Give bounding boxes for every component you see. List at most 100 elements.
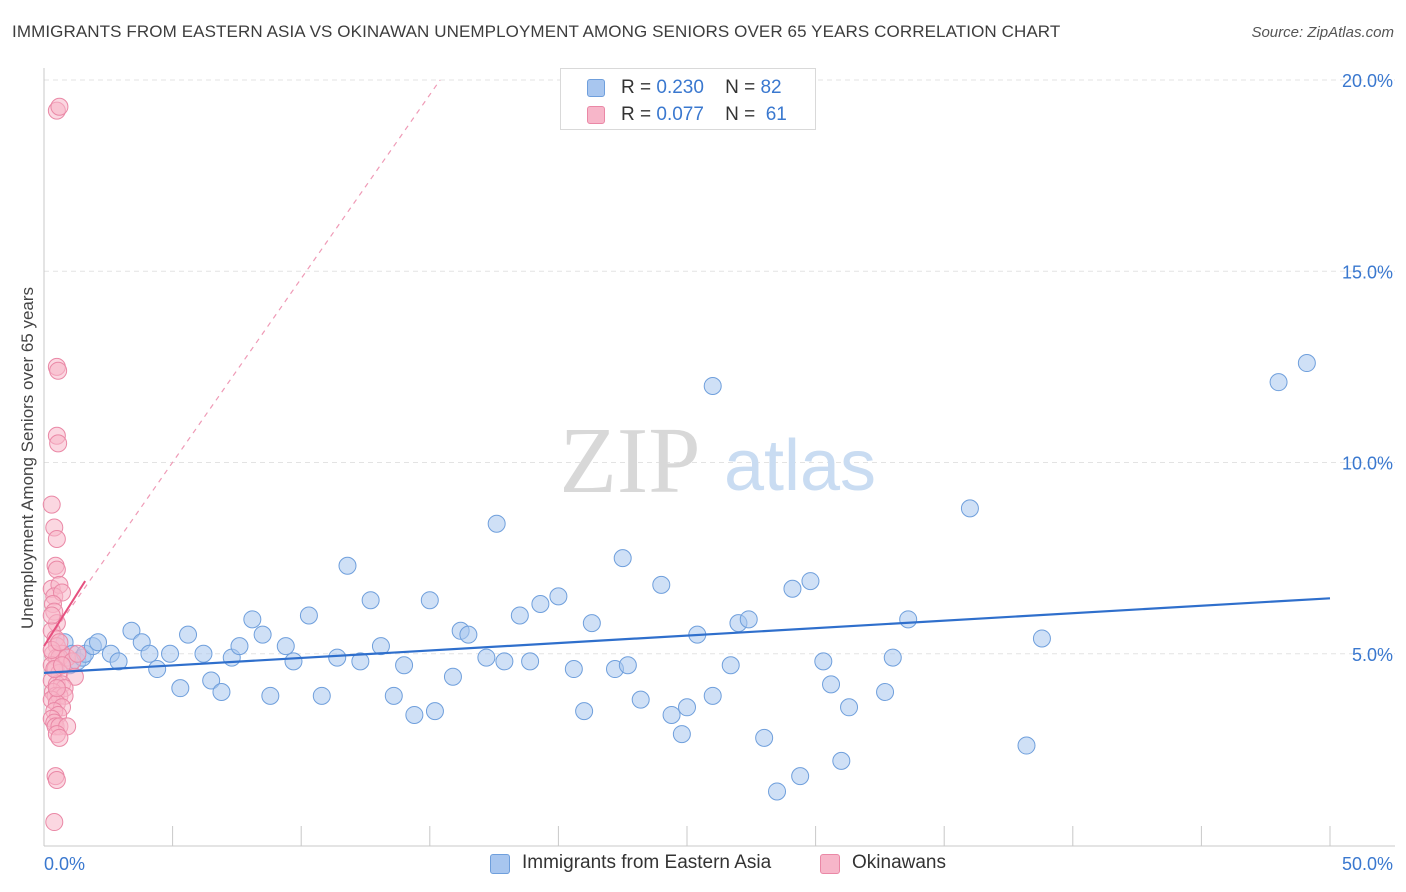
point-immigrants — [351, 652, 370, 671]
point-immigrants — [495, 652, 514, 671]
point-okinawans — [49, 434, 68, 453]
legend-n-value: 82 — [760, 77, 782, 98]
point-immigrants — [425, 702, 444, 721]
legend-r-label: R = — [621, 104, 652, 125]
trend-line-immigrants — [43, 597, 1331, 674]
point-immigrants — [477, 648, 496, 667]
point-immigrants — [678, 698, 696, 717]
point-immigrants — [243, 610, 262, 629]
point-immigrants — [284, 652, 303, 671]
point-immigrants — [768, 782, 787, 801]
point-immigrants — [721, 656, 740, 675]
trend-projection-okinawans — [43, 79, 441, 647]
y-tick-label: 15.0% — [1342, 262, 1393, 282]
source-label[interactable]: Source: ZipAtlas.com — [1251, 24, 1394, 41]
series-okinawans — [42, 97, 87, 832]
point-immigrants — [161, 644, 180, 663]
point-immigrants — [564, 660, 583, 679]
point-immigrants — [122, 621, 141, 640]
point-immigrants — [531, 595, 550, 614]
point-okinawans — [50, 633, 69, 652]
point-immigrants — [899, 610, 918, 629]
point-immigrants — [420, 591, 439, 610]
point-immigrants — [801, 572, 820, 591]
point-immigrants — [261, 686, 280, 705]
point-immigrants — [631, 690, 650, 709]
point-immigrants — [618, 656, 637, 675]
point-immigrants — [1297, 354, 1316, 373]
point-okinawans — [53, 656, 72, 675]
watermark-zip: ZIP — [560, 409, 701, 513]
point-immigrants — [299, 606, 318, 625]
legend-n-label: N = — [725, 104, 756, 125]
point-immigrants — [371, 637, 390, 656]
point-immigrants — [459, 625, 478, 644]
point-okinawans — [47, 770, 66, 789]
watermark: ZIP atlas — [560, 409, 877, 513]
point-immigrants — [1032, 629, 1051, 648]
point-okinawans — [50, 728, 69, 747]
y-tick-label: 5.0% — [1352, 645, 1393, 665]
x-tick-label: 0.0% — [44, 854, 85, 874]
point-immigrants — [395, 656, 414, 675]
legend-n-label: N = — [725, 77, 756, 98]
point-immigrants — [791, 767, 810, 786]
legend-r-value: 0.077 — [656, 104, 704, 125]
point-immigrants — [582, 614, 601, 633]
legend-r-label: R = — [621, 77, 652, 98]
point-okinawans — [42, 606, 61, 625]
point-immigrants — [443, 667, 462, 686]
point-immigrants — [179, 625, 198, 644]
point-okinawans — [47, 530, 66, 548]
point-immigrants — [652, 575, 671, 594]
point-immigrants — [487, 514, 506, 533]
correlation-legend: R = 0.230 N = 82 R = 0.077 N = 61 — [560, 68, 816, 130]
legend-label-immigrants: Immigrants from Eastern Asia — [522, 852, 772, 873]
axes — [43, 68, 1395, 847]
point-immigrants — [312, 686, 331, 705]
legend-swatch-pink — [820, 854, 840, 874]
trend-line-okinawans — [43, 580, 86, 647]
point-immigrants — [405, 705, 424, 724]
watermark-atlas: atlas — [724, 426, 876, 506]
point-immigrants — [148, 660, 167, 679]
point-immigrants — [814, 652, 833, 671]
point-immigrants — [1017, 736, 1036, 755]
point-immigrants — [703, 377, 722, 395]
legend-label-okinawans: Okinawans — [852, 852, 946, 873]
legend-stat-immigrants: R = 0.230 N = 82 — [621, 77, 782, 99]
point-immigrants — [253, 625, 272, 644]
legend-swatch-pink — [587, 106, 605, 124]
point-immigrants — [202, 671, 221, 690]
tick-labels: 5.0% 10.0% 15.0% 20.0% 0.0% 50.0% — [44, 71, 1393, 874]
point-immigrants — [328, 648, 347, 667]
point-immigrants — [549, 587, 568, 606]
point-okinawans — [45, 813, 64, 832]
point-immigrants — [109, 652, 128, 671]
point-immigrants — [822, 675, 841, 694]
chart-title: IMMIGRANTS FROM EASTERN ASIA VS OKINAWAN… — [12, 22, 1061, 41]
point-immigrants — [960, 499, 979, 518]
point-immigrants — [883, 648, 902, 667]
point-immigrants — [276, 637, 295, 656]
trend-lines — [43, 79, 1331, 674]
point-immigrants — [338, 556, 357, 575]
point-immigrants — [521, 652, 540, 671]
point-immigrants — [672, 725, 691, 744]
point-immigrants — [613, 549, 632, 568]
point-immigrants — [783, 579, 802, 598]
point-okinawans — [50, 97, 69, 116]
point-okinawans — [42, 495, 61, 514]
point-immigrants — [832, 751, 851, 770]
point-immigrants — [755, 728, 774, 747]
point-immigrants — [575, 702, 594, 721]
point-immigrants — [89, 633, 108, 652]
point-immigrants — [1269, 373, 1288, 392]
point-immigrants — [703, 686, 722, 705]
legend-n-value: 61 — [765, 104, 787, 125]
point-immigrants — [384, 686, 403, 705]
point-okinawans — [47, 560, 66, 579]
legend-swatch-blue — [490, 854, 510, 874]
legend-r-value: 0.230 — [656, 77, 704, 98]
